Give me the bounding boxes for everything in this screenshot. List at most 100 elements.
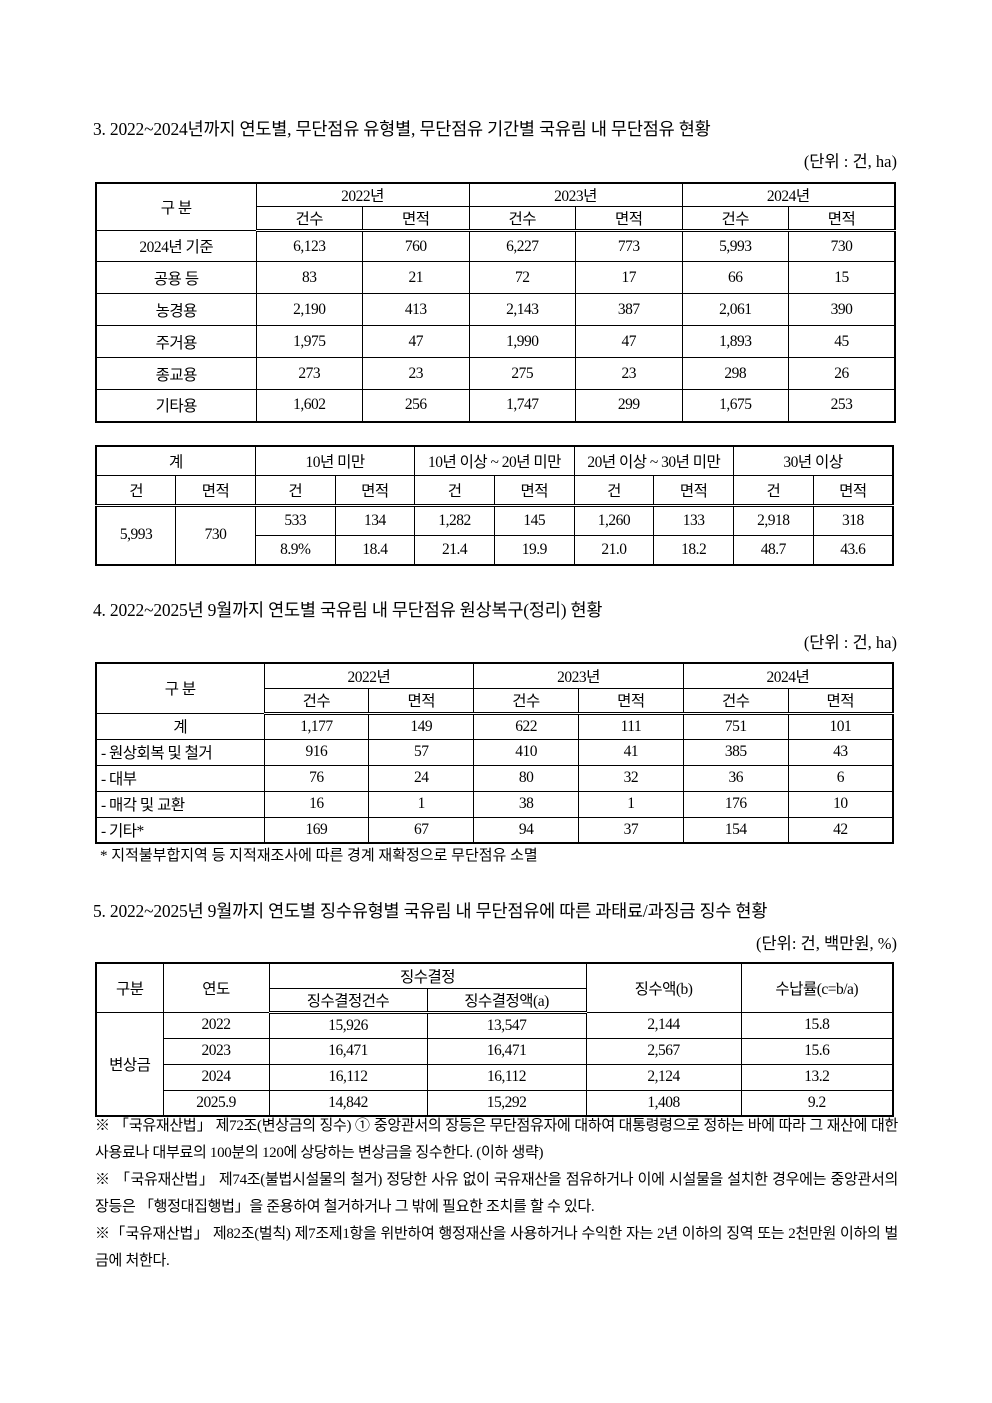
- year-header: 2022년: [263, 662, 475, 689]
- section-4-title: 4. 2022~2025년 9월까지 연도별 국유림 내 무단점유 원상복구(정…: [93, 600, 603, 620]
- table-row: 공용 등 83 21 72 17 66 15: [95, 261, 896, 294]
- row-label: 계: [95, 712, 265, 740]
- cell-value: 94: [473, 816, 579, 844]
- row-label: 공용 등: [95, 261, 257, 294]
- sub-header: 면적: [493, 474, 575, 507]
- row-label: 기타용: [95, 389, 257, 422]
- count-value: 2,918: [733, 504, 814, 536]
- cell-value: 13.2: [740, 1063, 894, 1091]
- ratio-value: 43.6: [812, 534, 894, 566]
- group-header: 계: [95, 445, 256, 476]
- count-value: 318: [812, 504, 894, 536]
- cell-value: 23: [362, 357, 470, 390]
- total-area: 730: [175, 504, 256, 566]
- table-row: 2024 16,112 16,112 2,124 13.2: [96, 1063, 894, 1091]
- cell-value: 15.8: [740, 1011, 894, 1039]
- cell-value: 622: [473, 712, 579, 740]
- penalty-collection-table: 구분 연도 징수결정 징수액(b) 수납률(c=b/a) 징수결정건수 징수결정…: [95, 962, 894, 1117]
- cell-value: 45: [788, 325, 896, 358]
- year-value: 2024: [162, 1063, 270, 1091]
- cell-value: 1,893: [681, 325, 789, 358]
- total-count: 5,993: [95, 504, 177, 566]
- occupation-by-type-table: 구 분 2022년 2023년 2024년 건수 면적 건수 면적 건수 면적 2024년…: [95, 182, 896, 423]
- section-5-title: 5. 2022~2025년 9월까지 연도별 징수유형별 국유림 내 무단점유에…: [93, 901, 768, 921]
- decision-count-header: 징수결정건수: [268, 987, 428, 1014]
- cell-value: 253: [788, 389, 896, 422]
- sub-header: 건수: [473, 687, 579, 715]
- cell-value: 1,747: [468, 389, 576, 422]
- group-header: 30년 이상: [733, 445, 894, 476]
- cell-value: 275: [468, 357, 576, 390]
- sub-header: 면적: [368, 687, 475, 715]
- decision-amount-header: 징수결정액(a): [426, 987, 587, 1014]
- decision-header: 징수결정: [268, 962, 587, 989]
- cell-value: 5,993: [681, 230, 789, 262]
- cell-value: 41: [577, 738, 684, 766]
- row-label: - 기타*: [95, 816, 265, 844]
- table-row: - 매각 및 교환 16 1 38 1 176 10: [95, 790, 894, 818]
- cell-value: 57: [368, 738, 475, 766]
- cell-value: 67: [368, 816, 475, 844]
- table-row: - 원상회복 및 철거 916 57 410 41 385 43: [95, 738, 894, 766]
- group-header: 20년 이상 ~ 30년 미만: [573, 445, 735, 476]
- sub-header: 건: [733, 474, 814, 507]
- cell-value: 390: [788, 293, 896, 326]
- count-value: 1,260: [573, 504, 655, 536]
- corner-header: 구 분: [95, 662, 265, 714]
- sub-header: 건수: [263, 687, 370, 715]
- cell-value: 10: [787, 790, 894, 818]
- sub-header: 면적: [577, 687, 684, 715]
- ratio-value: 8.9%: [254, 534, 336, 566]
- cell-value: 1,975: [255, 325, 363, 358]
- cell-value: 101: [787, 712, 894, 740]
- legal-note: ※ 「국유재산법」 제74조(불법시설물의 철거) 정당한 사유 없이 국유재산…: [95, 1172, 898, 1215]
- ratio-value: 21.4: [414, 534, 495, 566]
- table-row: 주거용 1,975 47 1,990 47 1,893 45: [95, 325, 896, 358]
- ratio-value: 48.7: [733, 534, 814, 566]
- cell-value: 1,990: [468, 325, 576, 358]
- cell-value: 154: [682, 816, 789, 844]
- cell-value: 24: [368, 764, 475, 792]
- sub-header: 건수: [255, 206, 363, 232]
- cell-value: 298: [681, 357, 789, 390]
- cell-value: 47: [362, 325, 470, 358]
- table-row: 계 1,177 149 622 111 751 101: [95, 712, 894, 740]
- sub-header: 면적: [334, 474, 416, 507]
- year-header: 2023년: [468, 182, 683, 207]
- cell-value: 299: [575, 389, 683, 422]
- restoration-table: 구 분 2022년 2023년 2024년 건수 면적 건수 면적 건수 면적 계 1,17…: [95, 662, 894, 844]
- year-value: 2023: [162, 1037, 270, 1065]
- legal-note: ※「국유재산법」 제82조(벌칙) 제7조제1항을 위반하여 행정재산을 사용하…: [95, 1226, 898, 1269]
- year-header: 연도: [162, 962, 270, 1013]
- ratio-value: 18.4: [334, 534, 416, 566]
- cell-value: 66: [681, 261, 789, 294]
- cell-value: 16,112: [268, 1063, 428, 1091]
- cell-value: 1,177: [263, 712, 370, 740]
- sub-header: 면적: [787, 687, 894, 715]
- year-value: 2022: [162, 1011, 270, 1039]
- sub-header: 건수: [681, 206, 789, 232]
- row-label: - 대부: [95, 764, 265, 792]
- cell-value: 773: [575, 230, 683, 262]
- section-5-unit: (단위: 건, 백만원, %): [755, 934, 897, 953]
- cell-value: 111: [577, 712, 684, 740]
- count-value: 533: [254, 504, 336, 536]
- cell-value: 13,547: [426, 1011, 587, 1039]
- count-value: 1,282: [414, 504, 495, 536]
- cell-value: 47: [575, 325, 683, 358]
- section-4-unit: (단위 : 건, ha): [803, 633, 897, 652]
- category-label: 변상금: [95, 1011, 164, 1117]
- cell-value: 21: [362, 261, 470, 294]
- row-label: 농경용: [95, 293, 257, 326]
- cell-value: 2,143: [468, 293, 576, 326]
- sub-header: 건: [573, 474, 655, 507]
- cell-value: 14,842: [268, 1089, 428, 1117]
- cell-value: 387: [575, 293, 683, 326]
- sub-header: 면적: [653, 474, 734, 507]
- cell-value: 36: [682, 764, 789, 792]
- cell-value: 17: [575, 261, 683, 294]
- cell-value: 760: [362, 230, 470, 262]
- cell-value: 256: [362, 389, 470, 422]
- cell-value: 15,292: [426, 1089, 587, 1117]
- cell-value: 15: [788, 261, 896, 294]
